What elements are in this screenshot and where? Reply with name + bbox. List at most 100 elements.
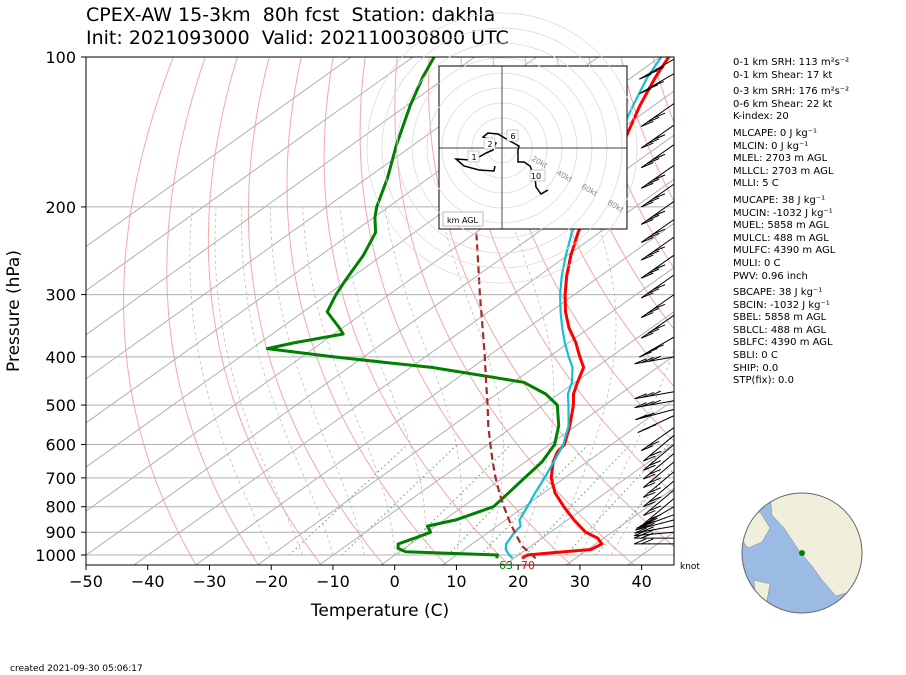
wind-barb: [633, 532, 674, 539]
x-tick-label: −10: [316, 572, 350, 591]
index-row: MULFC: 4390 m AGL: [733, 245, 836, 257]
mixing-ratio-line: [480, 444, 589, 556]
dry-adiabat: [123, 57, 197, 565]
dry-adiabat: [492, 57, 674, 442]
x-tick-label: −50: [69, 572, 103, 591]
hodograph-trace: [453, 132, 549, 195]
moist-adiabat: [339, 206, 427, 555]
wind-barb: [635, 408, 675, 421]
hodograph-height-box: [529, 169, 546, 182]
wind-barb: [635, 519, 675, 531]
hodograph-height-box: [483, 137, 496, 150]
wind-barb: [639, 58, 675, 80]
chart-title-line2: Init: 2021093000 Valid: 202110030800 UTC: [86, 27, 509, 49]
moist-adiabat: [384, 206, 462, 556]
index-row: MLCAPE: 0 J kg⁻¹: [733, 127, 818, 139]
wind-unit-label: knot: [680, 562, 700, 572]
isotherm: [133, 178, 674, 565]
index-row: 0-1 km SRH: 113 m²s⁻²: [733, 57, 850, 68]
x-tick-label: −30: [193, 572, 227, 591]
dry-adiabat: [877, 57, 906, 568]
wind-barb: [640, 164, 675, 189]
isotherm: [86, 57, 353, 248]
wind-barb: [640, 124, 675, 149]
index-row: PWV: 0.96 inch: [733, 270, 808, 282]
created-timestamp: created 2021-09-30 05:06:17: [10, 664, 143, 674]
moist-adiabat: [579, 348, 674, 556]
wind-barb: [636, 514, 675, 529]
isotherm: [86, 57, 414, 292]
x-axis-label: Temperature (C): [310, 601, 449, 621]
moist-adiabat: [189, 206, 272, 556]
wind-barb: [639, 73, 675, 95]
index-row: MUCAPE: 38 J kg⁻¹: [733, 194, 826, 206]
wind-barb: [640, 314, 675, 339]
wind-barb: [640, 144, 675, 169]
index-row: 0-1 km Shear: 17 kt: [733, 69, 833, 81]
dry-adiabat: [524, 57, 674, 388]
moist-adiabat: [641, 503, 674, 556]
isotherm: [503, 443, 674, 565]
hodograph-unit-label: km AGL: [447, 216, 479, 225]
index-row: MLEL: 2703 m AGL: [733, 153, 828, 165]
index-row: 0-6 km Shear: 22 kt: [733, 98, 833, 110]
wind-barb: [640, 236, 675, 261]
isotherm: [380, 355, 674, 565]
index-row: SBLFC: 4390 m AGL: [733, 337, 833, 349]
isotherm: [318, 311, 674, 565]
surface-dewpoint-label: 63: [499, 559, 513, 572]
surface-temperature-label: 70: [521, 559, 535, 572]
isotherm: [86, 90, 674, 512]
index-row: STP(fix): 0.0: [733, 375, 794, 387]
index-row: MLLCL: 2703 m AGL: [733, 165, 834, 177]
wind-barb: [640, 219, 675, 243]
wind-barb: [634, 525, 675, 534]
y-tick-label: 800: [45, 498, 76, 517]
x-tick-label: 40: [631, 572, 651, 591]
wind-barb: [634, 355, 675, 365]
index-row: SBLI: 0 C: [733, 350, 778, 362]
chart-title-line1: CPEX-AW 15-3km 80h fcst Station: dakhla: [86, 4, 496, 26]
y-tick-label: 200: [45, 198, 76, 217]
isotherm: [86, 57, 538, 380]
dewpoint-profile: [265, 57, 561, 559]
indices-panel: 0-1 km SRH: 113 m²s⁻² 0-1 km Shear: 17 kt…: [733, 57, 849, 388]
index-row: K-index: 20: [733, 111, 789, 123]
index-row: SBLCL: 488 m AGL: [733, 324, 827, 336]
wind-barb: [640, 103, 675, 127]
plot-frame: [85, 56, 675, 566]
hodograph-height-label: 10: [531, 172, 541, 181]
y-tick-label: 300: [45, 286, 76, 305]
dry-adiabat: [845, 57, 906, 568]
y-tick-label: 1000: [35, 546, 76, 565]
isotherm: [441, 399, 674, 565]
wind-barb: [640, 294, 675, 319]
station-marker: [799, 550, 805, 556]
hodograph-ring: [366, 12, 638, 284]
moist-adiabat: [269, 206, 365, 556]
wind-barb: [640, 254, 675, 279]
moist-adiabat: [214, 206, 303, 556]
y-axis-label: Pressure (hPa): [4, 250, 24, 372]
moist-adiabat: [241, 206, 334, 556]
index-row: SHIP: 0.0: [733, 362, 779, 374]
wind-barb: [643, 434, 675, 462]
index-row: SBCAPE: 38 J kg⁻¹: [733, 287, 823, 299]
y-tick-label: 500: [45, 396, 76, 415]
index-row: MULCL: 488 m AGL: [733, 232, 829, 244]
wind-barb: [643, 471, 675, 498]
index-row: SBCIN: -1032 J kg⁻¹: [733, 299, 830, 311]
wind-barb: [634, 390, 675, 400]
location-globe: [741, 492, 863, 614]
y-tick-label: 100: [45, 48, 76, 67]
x-tick-label: 0: [390, 572, 400, 591]
moist-adiabat: [548, 206, 617, 556]
wind-barb: [643, 452, 675, 480]
x-tick-label: 10: [446, 572, 466, 591]
x-tick-label: 20: [508, 572, 528, 591]
x-tick-label: 30: [570, 572, 590, 591]
dry-adiabat: [247, 57, 385, 565]
moist-adiabat: [302, 206, 396, 556]
wind-barb: [639, 336, 675, 358]
